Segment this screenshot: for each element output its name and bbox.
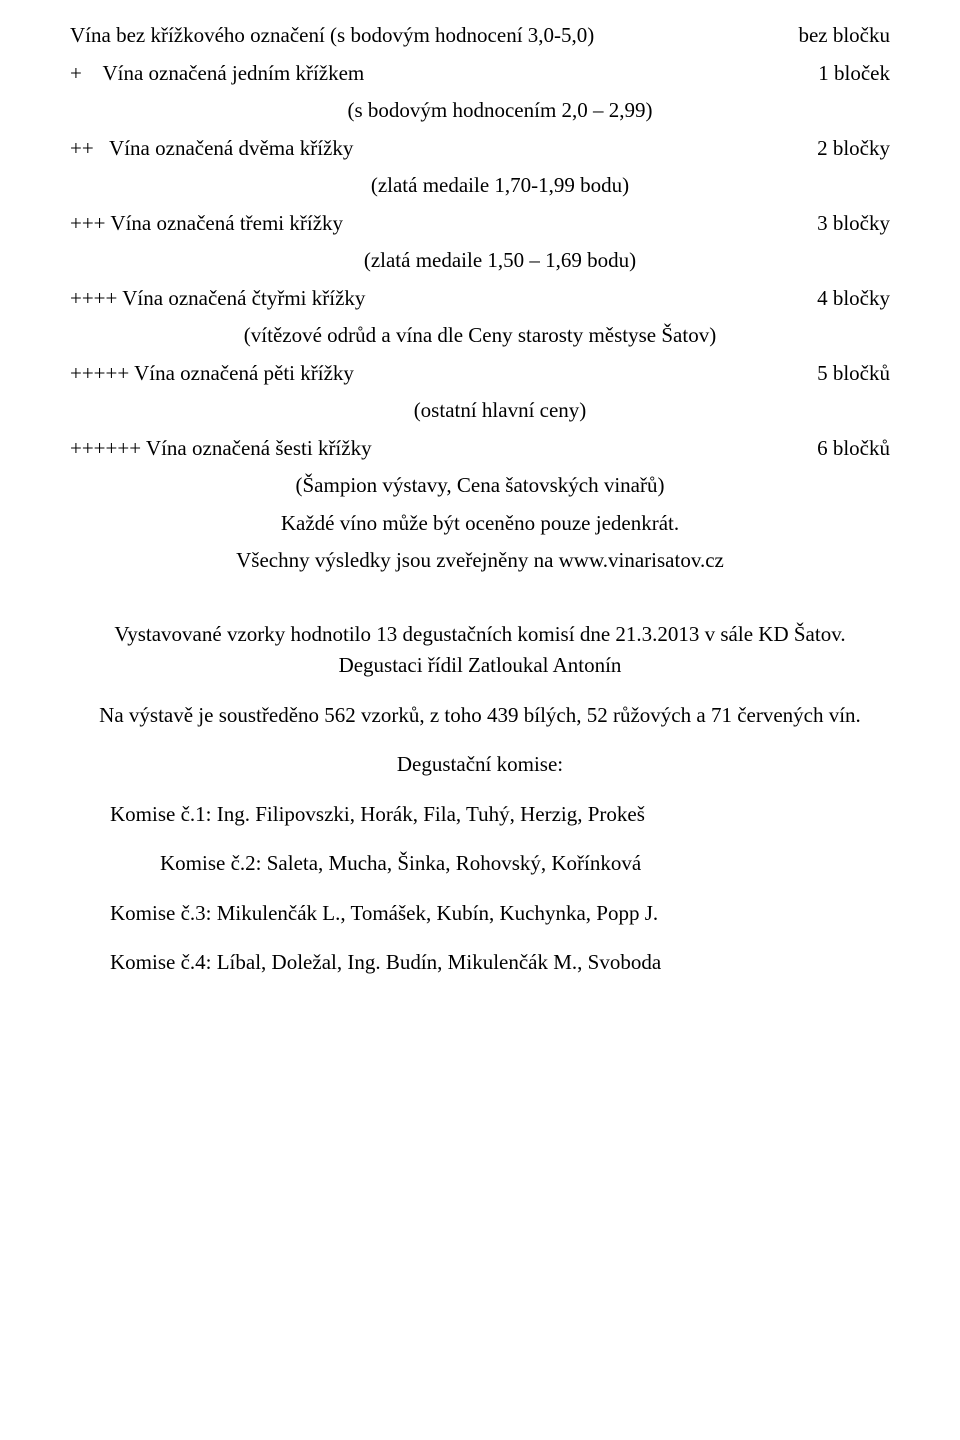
rating-row-2: ++ Vína označená dvěma křížky 2 bločky [70, 133, 890, 165]
footnote: Každé víno může být oceněno pouze jedenk… [70, 508, 890, 540]
rating-label: + Vína označená jedním křížkem [70, 58, 798, 90]
rating-note: (zlatá medaile 1,70-1,99 bodu) [70, 170, 890, 202]
rating-label: ++++++ Vína označená šesti křížky [70, 433, 797, 465]
rating-row-6: ++++++ Vína označená šesti křížky 6 bloč… [70, 433, 890, 465]
rating-value: 1 bloček [798, 58, 890, 90]
rating-value: 5 bločků [797, 358, 890, 390]
paragraph: Na výstavě je soustředěno 562 vzorků, z … [70, 700, 890, 732]
rating-note: (zlatá medaile 1,50 – 1,69 bodu) [70, 245, 890, 277]
rating-row-1: + Vína označená jedním křížkem 1 bloček [70, 58, 890, 90]
rating-row-4: ++++ Vína označená čtyřmi křížky 4 bločk… [70, 283, 890, 315]
section-title: Degustační komise: [70, 749, 890, 781]
rating-note: (Šampion výstavy, Cena šatovských vinařů… [70, 470, 890, 502]
commission-list: Komise č.1: Ing. Filipovszki, Horák, Fil… [110, 799, 890, 979]
rating-note: (ostatní hlavní ceny) [70, 395, 890, 427]
rating-value: 2 bločky [797, 133, 890, 165]
rating-value: 4 bločky [797, 283, 890, 315]
paragraph: Vystavované vzorky hodnotilo 13 degustač… [70, 619, 890, 682]
rating-row-0: Vína bez křížkového označení (s bodovým … [70, 20, 890, 52]
commission-item: Komise č.2: Saleta, Mucha, Šinka, Rohovs… [160, 848, 890, 880]
rating-row-5: +++++ Vína označená pěti křížky 5 bločků [70, 358, 890, 390]
commission-item: Komise č.4: Líbal, Doležal, Ing. Budín, … [110, 947, 890, 979]
rating-label: ++ Vína označená dvěma křížky [70, 133, 797, 165]
rating-value: 6 bločků [797, 433, 890, 465]
rating-note: (vítězové odrůd a vína dle Ceny starosty… [70, 320, 890, 352]
commission-item: Komise č.1: Ing. Filipovszki, Horák, Fil… [110, 799, 890, 831]
commission-item: Komise č.3: Mikulenčák L., Tomášek, Kubí… [110, 898, 890, 930]
paragraph-text: Vystavované vzorky hodnotilo 13 degustač… [114, 622, 845, 678]
rating-label: ++++ Vína označená čtyřmi křížky [70, 283, 797, 315]
rating-value: bez bločku [778, 20, 890, 52]
rating-note: (s bodovým hodnocením 2,0 – 2,99) [70, 95, 890, 127]
rating-label: Vína bez křížkového označení (s bodovým … [70, 20, 778, 52]
rating-row-3: +++ Vína označená třemi křížky 3 bločky [70, 208, 890, 240]
rating-label: +++++ Vína označená pěti křížky [70, 358, 797, 390]
footnote: Všechny výsledky jsou zveřejněny na www.… [70, 545, 890, 577]
rating-value: 3 bločky [797, 208, 890, 240]
rating-label: +++ Vína označená třemi křížky [70, 208, 797, 240]
